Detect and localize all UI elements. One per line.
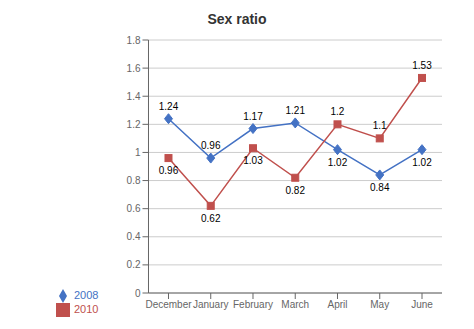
svg-text:0: 0 xyxy=(135,288,141,299)
svg-text:May: May xyxy=(370,299,389,310)
svg-text:1: 1 xyxy=(135,147,141,158)
svg-text:1.21: 1.21 xyxy=(286,105,306,116)
svg-text:0.96: 0.96 xyxy=(201,140,221,151)
svg-text:0.84: 0.84 xyxy=(370,182,390,193)
svg-text:February: February xyxy=(233,299,273,310)
svg-text:1.6: 1.6 xyxy=(127,63,141,74)
svg-text:0.96: 0.96 xyxy=(159,165,179,176)
svg-text:1.2: 1.2 xyxy=(127,119,141,130)
svg-text:0.8: 0.8 xyxy=(127,175,141,186)
svg-text:1.53: 1.53 xyxy=(412,60,432,71)
svg-text:0.62: 0.62 xyxy=(201,213,221,224)
svg-text:1.17: 1.17 xyxy=(243,111,263,122)
svg-text:June: June xyxy=(411,299,433,310)
svg-text:1.02: 1.02 xyxy=(328,157,348,168)
svg-text:0.4: 0.4 xyxy=(127,231,141,242)
svg-text:1.03: 1.03 xyxy=(243,155,263,166)
svg-text:0.82: 0.82 xyxy=(286,185,306,196)
html-text:2008: 2008 xyxy=(74,288,99,301)
svg-text:December: December xyxy=(145,299,192,310)
svg-text:1.8: 1.8 xyxy=(127,35,141,46)
svg-text:1.24: 1.24 xyxy=(159,101,179,112)
html-text:Sex ratio: Sex ratio xyxy=(207,11,267,27)
svg-text:April: April xyxy=(327,299,347,310)
svg-text:1.2: 1.2 xyxy=(331,106,345,117)
svg-text:1.02: 1.02 xyxy=(412,157,432,168)
svg-text:March: March xyxy=(281,299,309,310)
svg-text:January: January xyxy=(193,299,229,310)
svg-text:0.6: 0.6 xyxy=(127,203,141,214)
svg-text:0.2: 0.2 xyxy=(127,259,141,270)
html-text:2010: 2010 xyxy=(74,302,99,315)
svg-text:1.4: 1.4 xyxy=(127,91,141,102)
svg-text:1.1: 1.1 xyxy=(373,120,387,131)
